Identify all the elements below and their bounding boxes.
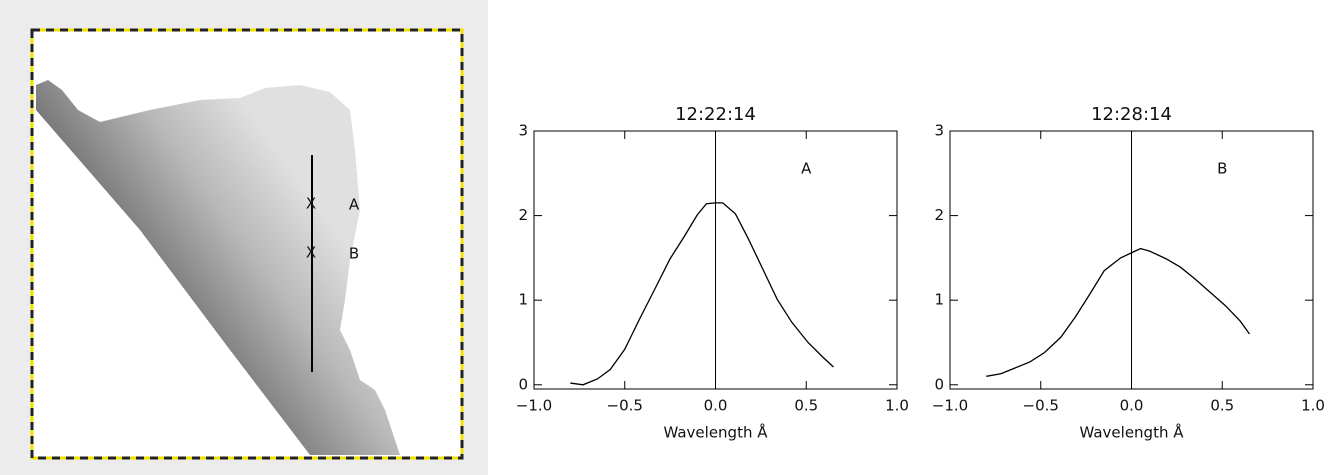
- x-tick-label: 0.0: [704, 397, 728, 415]
- x-axis-label: Wavelength Å: [1079, 423, 1184, 442]
- y-tick-label: 2: [934, 206, 944, 224]
- marker-label: B: [349, 245, 359, 263]
- chart-title: 12:22:14: [675, 104, 756, 125]
- annotation: B: [1217, 160, 1227, 178]
- y-tick-label: 0: [934, 375, 944, 393]
- y-tick-label: 3: [934, 122, 944, 140]
- x-tick-label: 1.0: [1301, 397, 1325, 415]
- marker-x: X: [306, 244, 316, 262]
- chart: 12:22:14 Wavelength Å A −1.0 −0.5 0.0 0.5 1.0 0 1…: [516, 104, 909, 442]
- intensity-map: [36, 80, 400, 455]
- image-panel: X X A B: [0, 0, 488, 475]
- marker-x: X: [306, 195, 316, 213]
- x-tick-label: −1.0: [932, 397, 968, 415]
- x-tick-label: −0.5: [607, 397, 643, 415]
- y-tick-label: 3: [518, 122, 528, 140]
- y-tick-label: 2: [518, 206, 528, 224]
- chart: 12:28:14 Wavelength Å B −1.0 −0.5 0.0 0.5 1.0 0 1…: [932, 104, 1325, 442]
- y-tick-label: 1: [518, 291, 528, 309]
- chart-title: 12:28:14: [1091, 104, 1172, 125]
- border-dashed: [30, 28, 464, 460]
- marker-label: A: [349, 196, 360, 214]
- line: [986, 247, 1250, 377]
- x-tick-label: −1.0: [516, 397, 552, 415]
- line: [570, 202, 834, 386]
- x-tick-label: 0.5: [1210, 397, 1234, 415]
- x-axis-label: Wavelength Å: [663, 423, 768, 442]
- x-tick-label: 0.5: [794, 397, 818, 415]
- x-tick-label: −0.5: [1023, 397, 1059, 415]
- y-tick-label: 1: [934, 291, 944, 309]
- x-tick-label: 0.0: [1120, 397, 1144, 415]
- x-tick-label: 1.0: [885, 397, 909, 415]
- annotation: A: [801, 160, 812, 178]
- y-tick-label: 0: [518, 375, 528, 393]
